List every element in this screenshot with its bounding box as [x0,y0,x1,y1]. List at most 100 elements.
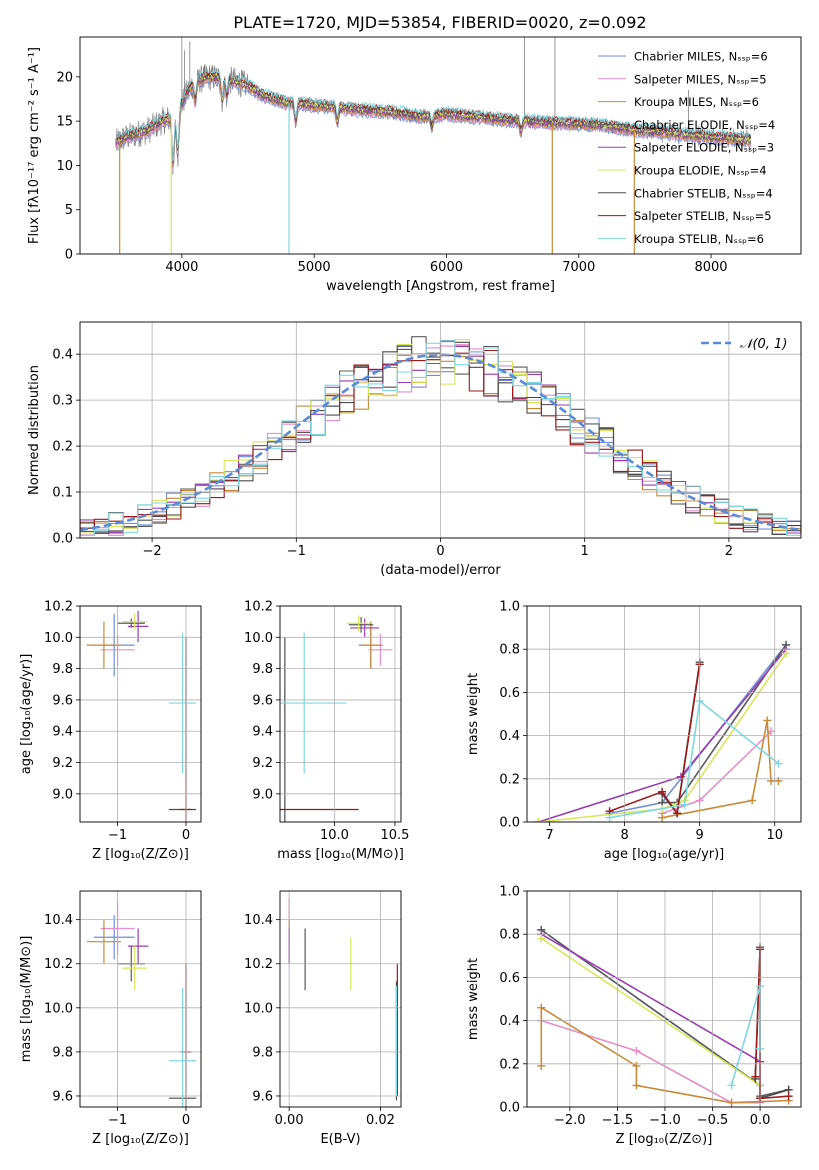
mass-weight-line [538,653,787,822]
y-axis-label: mass [log₁₀(M/M⊙)] [19,936,34,1063]
x-tick-label: −1 [108,1113,127,1128]
legend-label: Salpeter ELODIE, Nₛₛₚ=3 [634,141,774,155]
y-tick-label: 9.4 [252,725,273,740]
x-tick-label: −0.5 [697,1113,729,1128]
axes-frame [79,605,202,823]
y-tick-label: 0.4 [499,729,520,744]
data-point-marker [537,1061,546,1070]
y-tick-label: 1.0 [499,885,520,900]
mass-weight-line [609,664,701,816]
plot-area [86,610,197,822]
x-tick-label: −2 [143,544,162,559]
y-tick-label: 9.0 [252,787,273,802]
legend: 𝒩(0, 1) [701,337,787,352]
y-tick-label: 0.0 [52,532,73,547]
y-axis-label: age [log₁₀(age/yr)] [19,654,34,775]
data-point-marker [784,1092,793,1101]
y-tick-label: 0.2 [499,1057,520,1072]
x-tick-label: 8 [620,828,628,843]
y-tick-label: 20 [56,70,73,85]
y-axis-label: Flux [fλ10⁻¹⁷ erg cm⁻² s⁻¹ A⁻¹] [27,47,42,244]
x-axis-label: wavelength [Angstrom, rest frame] [326,279,555,294]
y-tick-label: 0.0 [499,1101,520,1116]
y-tick-label: 9.8 [52,1045,73,1060]
x-tick-label: 1 [581,544,589,559]
data-point-marker [748,796,757,805]
x-tick-label: 4000 [165,260,198,275]
y-tick-label: 9.8 [252,662,273,677]
x-tick-label: 10.0 [320,828,349,843]
y-axis-label: mass weight [466,673,481,755]
y-tick-label: 9.2 [52,756,73,771]
y-tick-label: 9.8 [252,1045,273,1060]
axes-frame [79,36,802,255]
y-tick-label: 10.2 [244,957,273,972]
data-point-marker [673,809,682,818]
y-tick-label: 10.4 [244,913,273,928]
x-tick-label: −1 [108,828,127,843]
legend-label: Chabrier MILES, Nₛₛₚ=6 [634,50,768,64]
panel-weight-vs-Z: −2.0 −1.5 −1.0 −0.5 0.0 0.0 0.2 0.4 0.6 0.8 1.0 Z [… [466,885,802,1147]
y-tick-label: 0.1 [52,486,73,501]
axes-frame [279,890,402,1108]
plot-area [115,37,752,254]
legend-label: Salpeter STELIB, Nₛₛₚ=5 [634,209,772,223]
data-point-marker [680,800,689,809]
data-point-marker [534,818,543,822]
y-tick-label: 0.6 [499,971,520,986]
y-tick-label: 10.2 [244,600,273,615]
x-tick-label: 0.00 [275,1113,304,1128]
legend-label: Kroupa MILES, Nₛₛₚ=6 [634,95,759,109]
y-tick-label: 10.0 [44,1001,73,1016]
data-point-marker [632,1046,641,1055]
data-point-marker [658,813,667,822]
mass-weight-line [540,937,761,1087]
axes-frame [526,890,802,1108]
plot-area [280,615,393,822]
legend-label: Salpeter MILES, Nₛₛₚ=5 [634,72,767,86]
data-point-marker [605,813,614,822]
y-tick-label: 10.0 [44,631,73,646]
x-tick-label: 0.0 [750,1113,771,1128]
y-tick-label: 0 [65,248,73,263]
y-tick-label: 0.2 [52,440,73,455]
y-tick-label: 9.4 [52,725,73,740]
plot-area [288,897,398,1101]
y-tick-label: 0.4 [499,1014,520,1029]
plot-area [534,640,790,822]
axes-frame [79,890,202,1108]
panel-mass-vs-Z: −1 0 9.6 9.8 10.0 10.2 10.4 Z [log₁₀(Z/Z⊙)] mass… [19,890,202,1147]
x-tick-label: 7000 [562,260,595,275]
y-tick-label: 0.4 [52,348,73,363]
y-axis-label: mass weight [466,958,481,1040]
y-tick-label: 9.6 [252,1089,273,1104]
mass-weight-line [540,1006,789,1104]
y-tick-label: 1.0 [499,600,520,615]
y-tick-label: 10.0 [244,631,273,646]
axes-frame [526,605,802,823]
x-tick-label: 6000 [430,260,463,275]
x-axis-label: mass [log₁₀(M/M⊙)] [277,847,404,862]
x-tick-label: −1.5 [602,1113,634,1128]
x-tick-label: 10 [766,828,783,843]
y-tick-label: 0.2 [499,772,520,787]
plot-area [86,902,197,1107]
y-tick-label: 10.4 [44,913,73,928]
y-tick-label: 10.2 [44,600,73,615]
y-tick-label: 9.6 [252,693,273,708]
data-point-marker [774,776,783,785]
x-tick-label: 0 [436,544,444,559]
y-tick-label: 15 [56,115,73,130]
y-tick-label: 0.3 [52,394,73,409]
y-tick-label: 0.8 [499,643,520,658]
y-tick-label: 9.8 [52,662,73,677]
legend-label: 𝒩(0, 1) [740,337,787,352]
axes-frame [79,321,802,539]
data-point-marker [727,1098,736,1107]
panel-residuals: −2 −1 0 1 2 0.0 0.1 0.2 0.3 0.4 (data-model)/error… [27,321,802,578]
data-point-marker [537,1003,546,1012]
legend: Chabrier MILES, Nₛₛₚ=6 Salpeter MILES, Nₛ… [598,50,775,246]
y-tick-label: 9.2 [252,756,273,771]
x-axis-label: Z [log₁₀(Z/Z⊙)] [92,1132,189,1147]
